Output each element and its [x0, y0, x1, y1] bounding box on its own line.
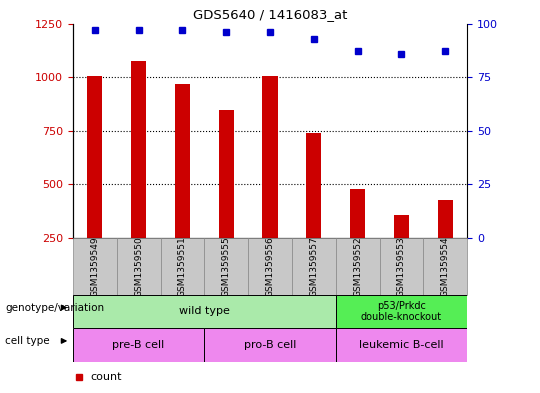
- Text: GSM1359550: GSM1359550: [134, 236, 143, 297]
- Text: GSM1359554: GSM1359554: [441, 236, 450, 297]
- Bar: [160, 238, 204, 295]
- Bar: [394, 215, 409, 291]
- Text: GSM1359551: GSM1359551: [178, 236, 187, 297]
- Title: GDS5640 / 1416083_at: GDS5640 / 1416083_at: [193, 8, 347, 21]
- Bar: [175, 84, 190, 291]
- Bar: [73, 295, 336, 328]
- Text: GSM1359553: GSM1359553: [397, 236, 406, 297]
- Bar: [437, 200, 453, 291]
- Text: GSM1359556: GSM1359556: [266, 236, 274, 297]
- Text: GSM1359557: GSM1359557: [309, 236, 318, 297]
- Text: p53/Prkdc
double-knockout: p53/Prkdc double-knockout: [361, 301, 442, 322]
- Text: GSM1359549: GSM1359549: [90, 236, 99, 297]
- Text: GSM1359552: GSM1359552: [353, 236, 362, 297]
- Bar: [131, 61, 146, 291]
- Bar: [262, 76, 278, 291]
- Text: leukemic B-cell: leukemic B-cell: [359, 340, 444, 350]
- Text: cell type: cell type: [5, 336, 50, 346]
- Text: pro-B cell: pro-B cell: [244, 340, 296, 350]
- Text: GSM1359555: GSM1359555: [222, 236, 231, 297]
- Bar: [336, 295, 467, 328]
- Bar: [73, 238, 117, 295]
- Bar: [336, 328, 467, 362]
- Bar: [219, 110, 234, 291]
- Text: pre-B cell: pre-B cell: [112, 340, 165, 350]
- Bar: [336, 238, 380, 295]
- Bar: [87, 76, 103, 291]
- Bar: [73, 328, 204, 362]
- Bar: [204, 238, 248, 295]
- Text: count: count: [91, 372, 122, 382]
- Bar: [306, 133, 321, 291]
- Bar: [380, 238, 423, 295]
- Text: genotype/variation: genotype/variation: [5, 303, 105, 312]
- Text: wild type: wild type: [179, 307, 230, 316]
- Bar: [350, 189, 365, 291]
- Bar: [204, 328, 336, 362]
- Bar: [292, 238, 336, 295]
- Bar: [117, 238, 160, 295]
- Bar: [423, 238, 467, 295]
- Bar: [248, 238, 292, 295]
